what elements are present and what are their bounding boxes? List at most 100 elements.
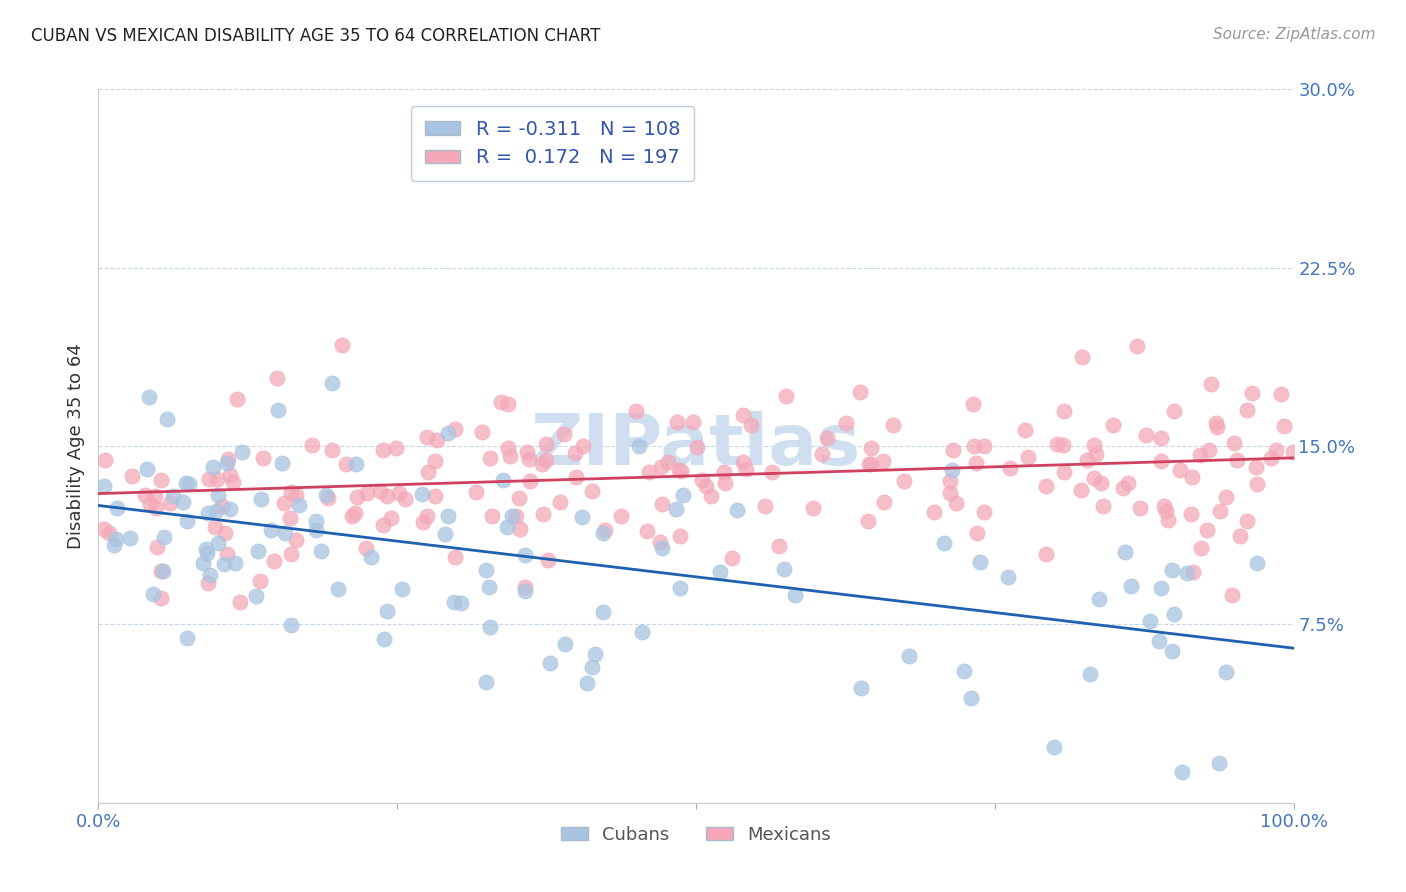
Point: [1223, 436, 1246, 450]
Point: [373, 632, 395, 647]
Point: [301, 438, 323, 452]
Point: [583, 647, 606, 661]
Point: [434, 527, 457, 541]
Point: [1236, 403, 1258, 417]
Point: [1246, 476, 1268, 491]
Point: [1160, 563, 1182, 577]
Point: [671, 464, 693, 478]
Point: [969, 555, 991, 569]
Point: [509, 522, 531, 536]
Point: [576, 676, 599, 690]
Point: [650, 460, 672, 475]
Point: [1035, 547, 1057, 561]
Point: [856, 515, 879, 529]
Point: [1205, 417, 1227, 431]
Point: [835, 417, 858, 431]
Point: [443, 595, 465, 609]
Point: [285, 533, 308, 547]
Point: [471, 425, 494, 439]
Point: [810, 447, 832, 461]
Point: [1084, 446, 1107, 460]
Point: [280, 617, 302, 632]
Point: [193, 556, 215, 570]
Point: [321, 442, 343, 457]
Point: [754, 499, 776, 513]
Point: [150, 591, 173, 606]
Point: [1139, 615, 1161, 629]
Point: [624, 403, 647, 417]
Point: [371, 518, 394, 533]
Text: Source: ZipAtlas.com: Source: ZipAtlas.com: [1212, 27, 1375, 42]
Point: [205, 472, 228, 486]
Point: [143, 489, 166, 503]
Point: [411, 486, 433, 500]
Point: [1043, 739, 1066, 754]
Point: [1088, 592, 1111, 607]
Point: [278, 510, 301, 524]
Point: [1240, 385, 1263, 400]
Point: [898, 649, 921, 664]
Point: [152, 564, 174, 578]
Point: [195, 541, 218, 556]
Point: [945, 496, 967, 510]
Point: [1161, 644, 1184, 658]
Point: [1182, 566, 1205, 580]
Point: [571, 438, 593, 452]
Point: [215, 547, 238, 561]
Point: [437, 425, 460, 440]
Point: [94, 453, 117, 467]
Point: [204, 520, 226, 534]
Point: [214, 526, 236, 541]
Point: [394, 492, 416, 507]
Point: [713, 465, 735, 479]
Point: [93, 522, 115, 536]
Point: [501, 508, 523, 523]
Point: [1181, 470, 1204, 484]
Point: [657, 455, 679, 469]
Point: [371, 443, 394, 458]
Point: [1264, 442, 1286, 457]
Point: [768, 540, 790, 554]
Point: [211, 499, 233, 513]
Point: [326, 582, 349, 596]
Point: [735, 462, 758, 476]
Point: [252, 451, 274, 466]
Point: [508, 491, 530, 506]
Point: [273, 495, 295, 509]
Point: [1129, 501, 1152, 516]
Point: [380, 511, 402, 525]
Point: [851, 681, 873, 695]
Point: [1189, 541, 1212, 555]
Point: [519, 451, 541, 466]
Point: [942, 443, 965, 458]
Point: [628, 439, 651, 453]
Point: [690, 473, 713, 487]
Point: [416, 508, 439, 523]
Point: [274, 525, 297, 540]
Point: [478, 581, 501, 595]
Point: [725, 502, 748, 516]
Point: [197, 506, 219, 520]
Point: [412, 515, 434, 529]
Point: [1163, 607, 1185, 621]
Y-axis label: Disability Age 35 to 64: Disability Age 35 to 64: [66, 343, 84, 549]
Point: [423, 454, 446, 468]
Text: ZIPatlas: ZIPatlas: [531, 411, 860, 481]
Point: [346, 457, 368, 471]
Point: [197, 575, 219, 590]
Point: [962, 397, 984, 411]
Point: [1163, 403, 1185, 417]
Point: [1175, 566, 1198, 580]
Point: [249, 574, 271, 589]
Point: [305, 523, 328, 537]
Point: [139, 497, 162, 511]
Point: [731, 408, 754, 422]
Point: [783, 588, 806, 602]
Point: [803, 501, 825, 516]
Point: [873, 495, 896, 509]
Point: [97, 525, 120, 540]
Point: [418, 465, 440, 479]
Point: [375, 604, 398, 618]
Point: [592, 525, 614, 540]
Point: [266, 371, 288, 385]
